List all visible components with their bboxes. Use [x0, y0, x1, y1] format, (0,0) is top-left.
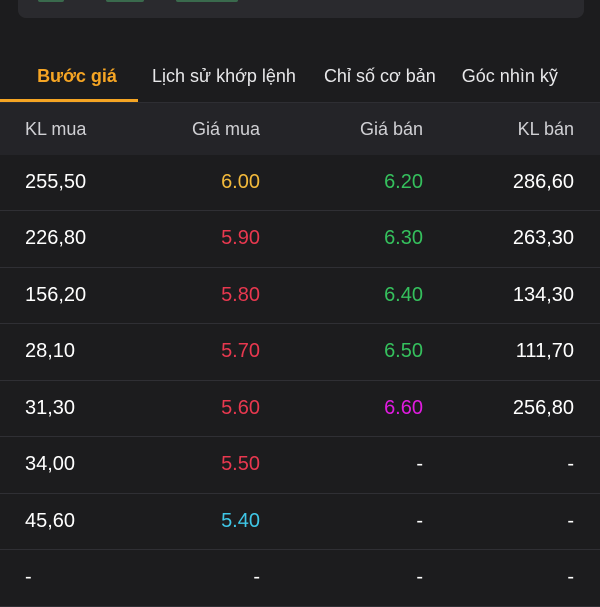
tab-lich-su-khop-lenh[interactable]: Lịch sử khớp lệnh	[152, 50, 296, 102]
gia-mua-cell: 5.50	[221, 453, 260, 475]
kl-ban-cell: -	[567, 566, 574, 588]
kl-ban-cell: -	[567, 509, 574, 532]
gia-ban-cell: 6.30	[384, 227, 423, 249]
header-kl-ban: KL bán	[517, 118, 574, 139]
kl-ban-cell: 286,60	[512, 170, 574, 193]
table-row[interactable]: 226,80 5.90 6.30 263,30	[0, 211, 600, 268]
tab-goc-nhin-ky[interactable]: Góc nhìn kỹ	[462, 50, 558, 102]
kl-ban-cell: -	[567, 453, 574, 475]
tab-bar: Bước giá Lịch sử khớp lệnh Chỉ số cơ bản…	[0, 50, 600, 102]
gia-ban-cell: -	[416, 453, 423, 475]
gia-mua-cell: 6.00	[221, 170, 260, 193]
tab-label: Lịch sử khớp lệnh	[152, 65, 296, 86]
gia-mua-cell: 5.40	[221, 509, 260, 532]
table-row[interactable]: 255,50 6.00 6.20 286,60	[0, 154, 600, 211]
tab-buoc-gia[interactable]: Bước giá	[0, 50, 138, 102]
kl-ban-cell: 263,30	[512, 227, 574, 249]
kl-mua-cell: 28,10	[25, 340, 76, 362]
table-row[interactable]: 28,10 5.70 6.50 111,70	[0, 324, 600, 381]
summary-value-cropped	[176, 0, 238, 2]
gia-ban-cell: -	[416, 509, 423, 532]
gia-mua-cell: 5.60	[221, 396, 260, 419]
kl-mua-cell: 31,30	[25, 396, 76, 419]
tab-label: Góc nhìn kỹ	[461, 65, 558, 86]
gia-mua-cell: 5.70	[221, 340, 260, 362]
kl-ban-cell: 111,70	[515, 340, 574, 362]
kl-mua-cell: 156,20	[25, 283, 87, 306]
kl-ban-cell: 256,80	[512, 396, 574, 419]
tab-label: Chỉ số cơ bản	[323, 65, 436, 86]
table-row[interactable]: 34,00 5.50 - -	[0, 437, 600, 494]
gia-ban-cell: -	[416, 566, 423, 588]
gia-mua-cell: -	[253, 566, 260, 588]
table-row[interactable]: 31,30 5.60 6.60 256,80	[0, 380, 600, 437]
header-gia-ban: Giá bán	[359, 118, 423, 139]
order-book-header: KL mua Giá mua Giá bán KL bán	[0, 102, 600, 155]
header-gia-mua: Giá mua	[191, 118, 260, 139]
tab-chi-so-co-ban[interactable]: Chỉ số cơ bản	[324, 50, 436, 102]
active-tab-indicator	[0, 99, 138, 102]
table-row[interactable]: ----	[0, 550, 600, 607]
gia-mua-cell: 5.90	[221, 227, 260, 249]
table-row[interactable]: 156,20 5.80 6.40 134,30	[0, 267, 600, 324]
kl-mua-cell: 34,00	[25, 453, 76, 475]
gia-ban-cell: 6.50	[384, 340, 423, 362]
kl-ban-cell: 134,30	[512, 283, 574, 306]
table-row[interactable]: 45,60 5.40 - -	[0, 493, 600, 550]
gia-mua-cell: 5.80	[221, 283, 260, 306]
tab-label: Bước giá	[37, 65, 117, 86]
summary-value-cropped	[106, 0, 144, 2]
kl-mua-cell: 226,80	[25, 227, 87, 249]
gia-ban-cell: 6.20	[384, 170, 423, 193]
gia-ban-cell: 6.40	[384, 283, 423, 306]
header-kl-mua: KL mua	[25, 118, 87, 139]
kl-mua-cell: 45,60	[25, 509, 76, 532]
price-summary-card	[18, 0, 584, 18]
summary-value-cropped	[38, 0, 64, 2]
kl-mua-cell: -	[25, 566, 32, 588]
gia-ban-cell: 6.60	[384, 396, 423, 419]
kl-mua-cell: 255,50	[25, 170, 87, 193]
